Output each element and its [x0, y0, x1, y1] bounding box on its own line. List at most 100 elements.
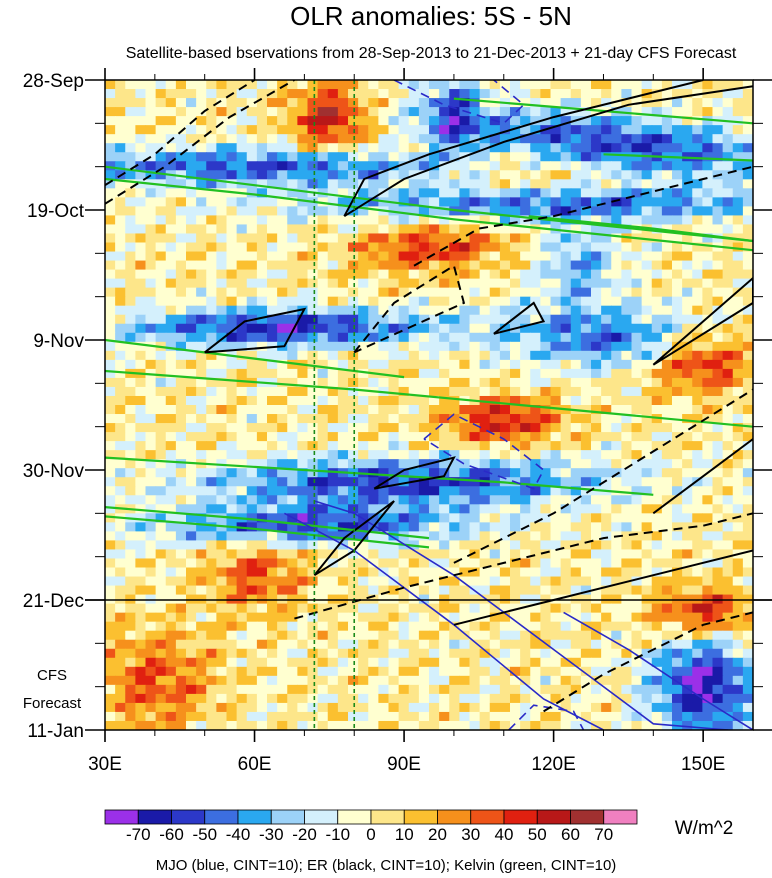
heatmap-cell	[439, 603, 450, 614]
heatmap-cell	[206, 513, 217, 523]
heatmap-cell	[429, 107, 440, 117]
heatmap-cell	[702, 531, 714, 542]
heatmap-cell	[408, 377, 420, 388]
heatmap-cell	[661, 531, 673, 542]
heatmap-cell	[105, 161, 116, 171]
heatmap-cell	[297, 576, 309, 587]
heatmap-cell	[226, 603, 238, 614]
heatmap-cell	[145, 314, 157, 325]
heatmap-cell	[256, 468, 268, 478]
heatmap-cell	[631, 359, 643, 370]
heatmap-cell	[631, 296, 643, 307]
heatmap-cell	[591, 702, 602, 713]
heatmap-cell	[591, 269, 602, 280]
heatmap-cell	[611, 684, 622, 695]
heatmap-cell	[692, 242, 703, 253]
heatmap-cell	[601, 242, 612, 253]
heatmap-cell	[256, 540, 268, 551]
heatmap-cell	[246, 341, 258, 352]
heatmap-cell	[742, 161, 753, 171]
heatmap-cell	[722, 657, 734, 668]
heatmap-cell	[337, 405, 349, 415]
heatmap-cell	[135, 116, 147, 126]
heatmap-cell	[368, 125, 379, 135]
heatmap-cell	[145, 639, 157, 650]
colorbar-level-label: -60	[159, 825, 184, 844]
heatmap-cell	[672, 251, 683, 262]
heatmap-cell	[388, 134, 400, 144]
heatmap-cell	[499, 432, 511, 442]
heatmap-cell	[135, 152, 147, 162]
heatmap-cell	[398, 711, 410, 722]
heatmap-cell	[621, 332, 633, 343]
heatmap-cell	[621, 134, 633, 144]
heatmap-cell	[601, 341, 612, 352]
heatmap-cell	[267, 630, 278, 641]
er-positive-contour	[204, 307, 307, 354]
heatmap-cell	[580, 495, 592, 505]
heatmap-cell	[429, 540, 440, 551]
heatmap-cell	[682, 179, 693, 189]
heatmap-cell	[388, 368, 400, 379]
heatmap-cell	[742, 432, 753, 442]
heatmap-cell	[206, 576, 217, 587]
heatmap-cell	[246, 215, 258, 226]
heatmap-cell	[226, 368, 238, 379]
heatmap-cell	[712, 657, 724, 668]
heatmap-cell	[388, 314, 400, 325]
heatmap-cell	[449, 89, 460, 99]
heatmap-cell	[317, 251, 329, 262]
heatmap-cell	[641, 314, 653, 325]
heatmap-cell	[641, 693, 653, 704]
heatmap-cell	[611, 405, 622, 415]
heatmap-cell	[641, 206, 653, 217]
heatmap-cell	[307, 468, 319, 478]
heatmap-cell	[175, 504, 187, 514]
heatmap-cell	[479, 116, 491, 126]
heatmap-cell	[358, 224, 369, 235]
heatmap-cell	[429, 486, 440, 496]
heatmap-cell	[429, 233, 440, 244]
er-positive-contour	[373, 456, 456, 490]
heatmap-cell	[348, 260, 359, 271]
heatmap-cell	[429, 341, 440, 352]
heatmap-cell	[742, 287, 753, 298]
heatmap-cell	[337, 666, 349, 677]
heatmap-cell	[520, 134, 531, 144]
heatmap-cell	[206, 522, 217, 532]
heatmap-cell	[267, 576, 278, 587]
heatmap-cell	[580, 80, 592, 90]
heatmap-cell	[287, 450, 298, 460]
heatmap-cell	[510, 720, 521, 730]
heatmap-cell	[317, 576, 329, 587]
heatmap-cell	[408, 423, 420, 433]
heatmap-cell	[236, 450, 248, 460]
heatmap-cell	[368, 702, 379, 713]
heatmap-cell	[611, 414, 622, 424]
heatmap-cell	[277, 621, 288, 632]
heatmap-cell	[540, 567, 552, 578]
heatmap-cell	[267, 585, 278, 596]
heatmap-cell	[499, 567, 511, 578]
x-tick-label: 120E	[531, 754, 575, 775]
heatmap-cell	[732, 143, 744, 153]
colorbar-swatch	[204, 809, 239, 825]
heatmap-cell	[418, 269, 430, 280]
heatmap-cell	[692, 540, 703, 551]
heatmap-cell	[510, 269, 521, 280]
heatmap-cell	[378, 639, 390, 650]
heatmap-cell	[510, 188, 521, 198]
heatmap-cell	[489, 134, 501, 144]
heatmap-cell	[651, 693, 663, 704]
heatmap-cell	[307, 377, 319, 388]
heatmap-cell	[439, 720, 450, 730]
heatmap-cell	[520, 80, 531, 90]
heatmap-cell	[580, 368, 592, 379]
heatmap-cell	[611, 585, 622, 596]
heatmap-cell	[499, 711, 511, 722]
heatmap-cell	[651, 513, 663, 523]
heatmap-cell	[105, 395, 116, 406]
heatmap-cell	[206, 242, 217, 253]
heatmap-cell	[165, 441, 177, 451]
heatmap-cell	[105, 170, 116, 180]
